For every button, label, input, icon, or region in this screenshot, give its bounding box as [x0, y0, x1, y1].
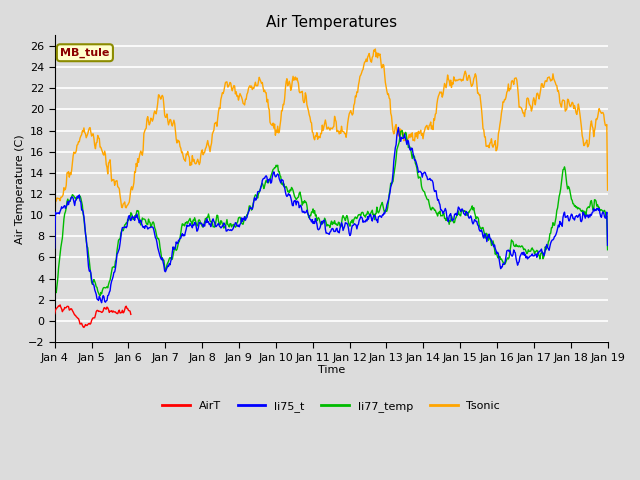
AirT — [80, 324, 88, 330]
Tsonic — [203, 141, 211, 147]
Line: AirT: AirT — [54, 305, 131, 327]
li75_t — [604, 242, 611, 248]
Y-axis label: Air Temperature (C): Air Temperature (C) — [15, 134, 25, 243]
Legend: AirT, li75_t, li77_temp, Tsonic: AirT, li75_t, li77_temp, Tsonic — [157, 397, 505, 417]
li75_t — [416, 168, 424, 174]
AirT — [98, 310, 106, 315]
li75_t — [400, 135, 408, 141]
AirT — [92, 312, 99, 318]
Tsonic — [604, 187, 611, 193]
li75_t — [395, 124, 403, 130]
Tsonic — [371, 46, 379, 52]
AirT — [69, 309, 77, 315]
Tsonic — [51, 243, 58, 249]
AirT — [66, 307, 74, 312]
li77_temp — [415, 175, 423, 180]
li77_temp — [203, 215, 211, 220]
AirT — [51, 311, 58, 317]
li75_t — [204, 219, 212, 225]
Tsonic — [61, 187, 68, 193]
Line: li75_t: li75_t — [54, 127, 607, 303]
li77_temp — [61, 211, 68, 216]
Tsonic — [415, 131, 423, 136]
Line: Tsonic: Tsonic — [54, 49, 607, 246]
Tsonic — [118, 204, 125, 210]
li77_temp — [399, 134, 407, 140]
li75_t — [51, 245, 58, 251]
AirT — [56, 302, 64, 308]
li77_temp — [604, 247, 611, 252]
li77_temp — [399, 128, 406, 133]
li77_temp — [51, 299, 58, 305]
li75_t — [175, 238, 182, 243]
Tsonic — [174, 137, 182, 143]
AirT — [127, 312, 134, 317]
li77_temp — [174, 243, 182, 249]
Tsonic — [399, 130, 407, 135]
Text: MB_tule: MB_tule — [60, 48, 109, 58]
X-axis label: Time: Time — [317, 365, 345, 375]
Line: li77_temp: li77_temp — [54, 131, 607, 302]
li75_t — [61, 203, 68, 208]
AirT — [122, 303, 130, 309]
li75_t — [98, 300, 106, 306]
li77_temp — [118, 228, 125, 234]
Title: Air Temperatures: Air Temperatures — [266, 15, 397, 30]
li75_t — [118, 225, 126, 230]
AirT — [125, 308, 132, 313]
